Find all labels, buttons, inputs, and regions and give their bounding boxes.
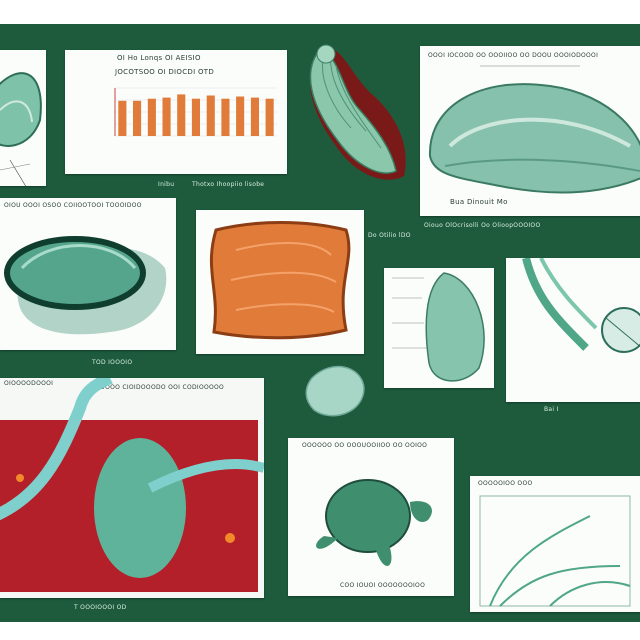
bar-chart [114,87,277,137]
red-tissue-panel: OIOOOODOOOI OOOOOO CIOIDOOODO OOI CODIOO… [0,378,264,598]
chart-footer-left: Inibu [158,181,175,188]
red-tissue-header: OIOOOODOOOI [4,380,54,387]
lesion-footer: TOD IOOOIO [92,359,133,366]
elongated-organ-illustration [428,65,640,194]
chart-bar [221,98,230,136]
chart-bar [236,96,245,136]
vessel-panel [506,258,640,402]
turtle-footer: COO IOUOI OOOOOOOIOO [340,582,426,589]
orange-specimen-panel [196,210,364,354]
organ-diagram-footer: Bua Dinouit Mo [450,198,508,206]
tissue-panel-top-left [0,50,46,186]
chart-bar [118,100,127,136]
chart-subtitle: JOCOTSOO OI DIOCDI OTD [115,68,215,76]
red-tissue-footer: T OOOIOOOI OD [74,604,127,611]
organ-diagram-sublabel: Oiouo OlOcrisolli Oo OlioopOOOIOO [424,222,541,229]
schematic-header: OOOOOIOO OOO [478,480,533,487]
organ-diagram-panel: OOOI IOCOOD OO OOOIIOO OO DOOU OOOIODOOO… [420,46,640,216]
turtle-header: OOOOOO OO OOOUOOIIOO OO OOIOO [302,442,428,449]
chart-bar [265,98,274,136]
bar-chart-panel: OI Ho Lonqs OI AEISIO JOCOTSOO OI DIOCDI… [65,50,287,174]
red-tissue-illustration [0,378,264,592]
schematic-vessel-illustration [479,495,631,607]
chart-bar [147,98,156,136]
organ-diagram-header: OOOI IOCOOD OO OOOIIOO OO DOOU OOOIODOOO… [428,52,599,59]
tall-organ-panel [384,268,494,388]
lesion-panel: OIOU OOOI OSOO COIIOOTOOI TOOOIDOO [0,198,176,350]
right-label: Bai I [544,406,559,413]
chart-bar [177,94,186,136]
tall-organ-illustration [392,272,485,382]
chart-bar [162,97,171,136]
chart-title: OI Ho Lonqs OI AEISIO [117,54,201,62]
chart-bar [206,95,215,136]
chart-footer-right: Thotxo Ihoopiio lisobe [192,181,265,188]
turtle-panel: OOOOOO OO OOOUOOIIOO OO OOIOO COO IOUOI … [288,438,454,596]
tissue-cross-section-illustration [0,72,42,186]
curled-organ-illustration [309,44,406,180]
polyp-illustration [305,365,365,417]
schematic-panel: OOOOOIOO OOO [470,476,640,612]
chart-bar [191,98,200,136]
vessel-illustration [522,258,640,353]
chart-bar [133,100,142,136]
lesion-header: OIOU OOOI OSOO COIIOOTOOI TOOOIDOO [4,202,142,209]
orange-bone-illustration [209,221,351,340]
small-label: Do Otilio lDO [368,232,411,239]
lesion-illustration [4,236,167,335]
turtle-illustration [316,479,432,566]
chart-bar [250,97,259,136]
red-tissue-header-2: OOOOOO CIOIDOOODO OOI CODIOOOOO [90,384,225,391]
